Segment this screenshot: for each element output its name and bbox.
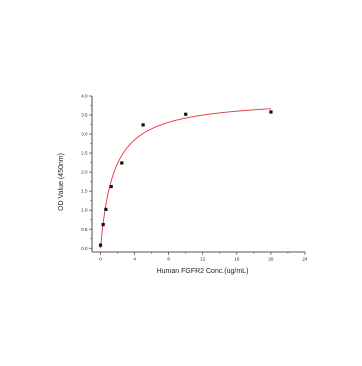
x-tick-label: 16 bbox=[234, 257, 240, 262]
y-tick-label: 3.5 bbox=[81, 113, 88, 118]
x-tick-label: 12 bbox=[200, 257, 206, 262]
y-tick-label: 4.0 bbox=[81, 94, 88, 99]
x-tick-label: 24 bbox=[302, 257, 308, 262]
y-tick-label: 2.5 bbox=[81, 151, 88, 156]
data-point bbox=[98, 243, 103, 247]
x-tick-label: 0 bbox=[99, 257, 102, 262]
y-tick-label: 0.5 bbox=[81, 227, 88, 232]
data-point bbox=[141, 123, 145, 127]
x-tick-label: 20 bbox=[268, 257, 274, 262]
data-point bbox=[269, 110, 273, 114]
fit-curve-line bbox=[100, 108, 271, 249]
x-axis-title: Human FGFR2 Conc.(ug/mL) bbox=[157, 268, 249, 275]
y-tick-label: 1.5 bbox=[81, 189, 88, 194]
data-point bbox=[184, 112, 188, 116]
y-axis-title: OD Value (450nm) bbox=[58, 153, 65, 211]
x-tick-label: 8 bbox=[167, 257, 170, 262]
data-points-layer bbox=[98, 110, 273, 247]
data-point bbox=[109, 184, 113, 189]
axes: 0.0 0.5 1.0 1.5 2.0 2.5 3.0 3.5 4.0 0 4 8 12 16 20 24 bbox=[81, 94, 308, 262]
data-point bbox=[120, 161, 124, 165]
x-tick-label: 4 bbox=[133, 257, 136, 262]
data-point bbox=[104, 207, 108, 211]
y-tick-label: 2.0 bbox=[81, 170, 88, 175]
data-point bbox=[101, 223, 105, 227]
y-tick-label: 1.0 bbox=[81, 208, 88, 213]
fit-curve-layer bbox=[100, 108, 271, 249]
y-tick-label: 3.0 bbox=[81, 132, 88, 137]
y-tick-label: 0.0 bbox=[81, 246, 88, 251]
